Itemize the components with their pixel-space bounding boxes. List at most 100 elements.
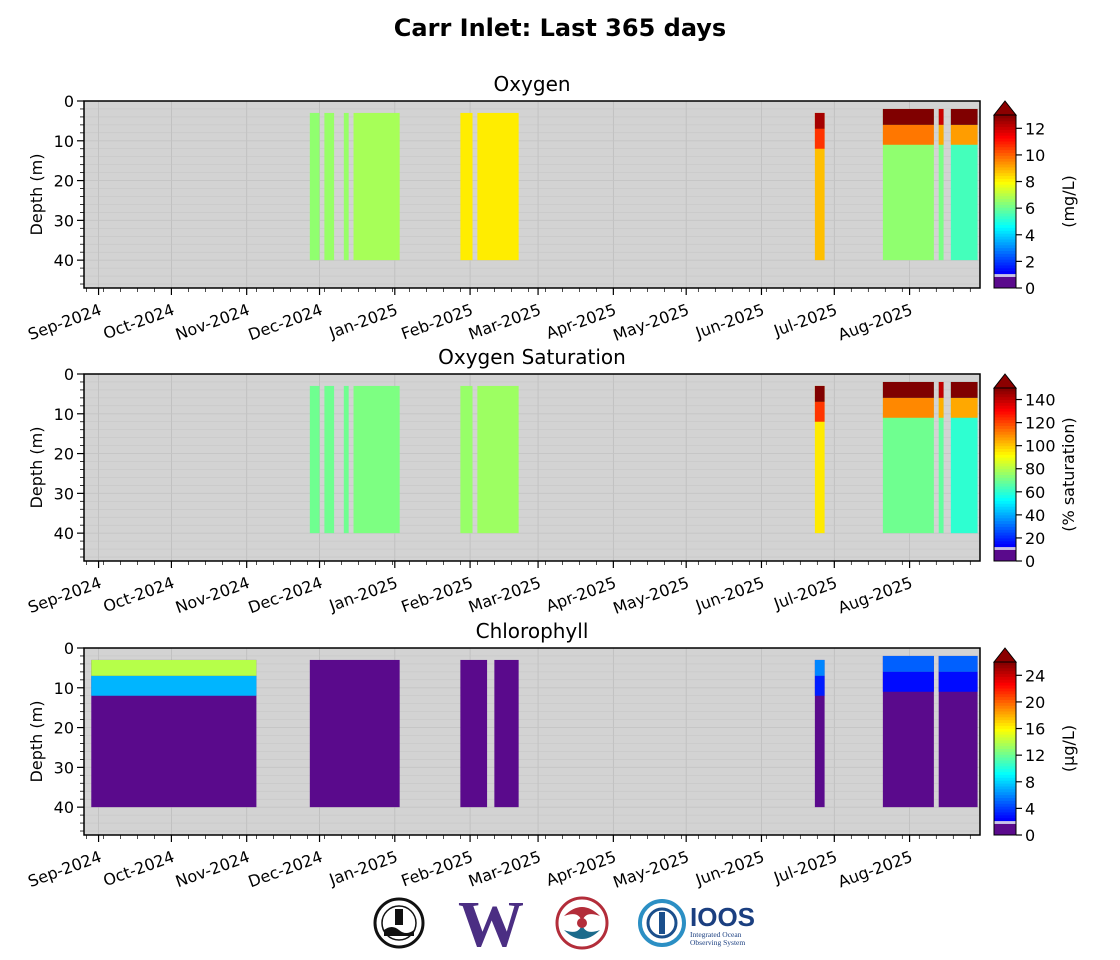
colorbar-segment xyxy=(994,226,1016,231)
colorbar-segment xyxy=(994,244,1016,249)
logo-strip: W IOOS Integrated Ocean Observing System xyxy=(373,892,755,954)
x-tick-label: Feb-2025 xyxy=(399,573,476,616)
x-tick-label: Aug-2025 xyxy=(835,847,915,891)
y-tick-label: 0 xyxy=(64,639,74,658)
colorbar-segment xyxy=(994,160,1016,165)
colorbar-segment xyxy=(994,180,1016,185)
colorbar-segment xyxy=(994,465,1016,470)
colorbar-segment xyxy=(994,670,1016,675)
y-tick-label: 20 xyxy=(54,445,74,464)
profile-bar xyxy=(343,112,349,261)
y-tick-label: 10 xyxy=(54,405,74,424)
x-tick-label: Aug-2025 xyxy=(835,573,915,617)
colorbar-segment xyxy=(994,459,1016,464)
x-tick-label: Feb-2025 xyxy=(399,300,476,343)
ioos-logo: IOOS Integrated Ocean Observing System xyxy=(638,899,755,947)
colorbar-segment xyxy=(994,247,1016,252)
colorbar-segment xyxy=(994,450,1016,455)
colorbar-segment xyxy=(994,273,1016,277)
colorbar-segment xyxy=(994,267,1016,272)
profile-mid-layer xyxy=(938,124,944,145)
profile-surface-layer xyxy=(950,381,978,398)
colorbar-segment xyxy=(994,215,1016,220)
colorbar-segment xyxy=(994,163,1016,168)
colorbar-segment xyxy=(994,264,1016,269)
colorbar-tick-label: 40 xyxy=(1025,506,1045,525)
colorbar-segment xyxy=(994,433,1016,438)
y-tick-label: 0 xyxy=(64,365,74,384)
plot-area xyxy=(84,374,980,561)
colorbar-segment xyxy=(994,456,1016,461)
colorbar-segment xyxy=(994,453,1016,458)
nanoos-seal-logo xyxy=(373,897,425,949)
colorbar-segment xyxy=(994,528,1016,533)
colorbar-segment xyxy=(994,241,1016,246)
colorbar-segment xyxy=(994,765,1016,770)
colorbar-segment xyxy=(994,439,1016,444)
colorbar-tick-label: 6 xyxy=(1025,199,1035,218)
colorbar-segment xyxy=(994,166,1016,171)
colorbar-extend-arrow xyxy=(992,647,1018,663)
colorbar-segment xyxy=(994,482,1016,487)
colorbar-segment xyxy=(994,399,1016,403)
colorbar-tick-label: 24 xyxy=(1025,666,1045,685)
x-tick-label: Jun-2025 xyxy=(692,573,767,616)
colorbar-segment xyxy=(994,151,1016,156)
colorbar-segment xyxy=(994,704,1016,709)
x-tick-label: Apr-2025 xyxy=(543,573,618,616)
x-tick-label: Apr-2025 xyxy=(543,847,618,890)
colorbar-segment xyxy=(994,710,1016,715)
colorbar-segment xyxy=(994,698,1016,703)
profile-surface-layer xyxy=(882,108,934,125)
colorbar-segment xyxy=(994,154,1016,159)
colorbar-segment xyxy=(994,424,1016,429)
colorbar-frame xyxy=(993,661,1017,836)
y-tick-label: 0 xyxy=(64,92,74,111)
x-tick-label: Jun-2025 xyxy=(692,300,767,343)
colorbar-segment xyxy=(994,485,1016,490)
colorbar-segment xyxy=(994,719,1016,724)
x-tick-label: Dec-2024 xyxy=(246,300,325,344)
colorbar-segment xyxy=(994,468,1016,473)
colorbar-segment xyxy=(994,258,1016,263)
colorbar-segment xyxy=(994,716,1016,721)
colorbar-label: (μg/L) xyxy=(1059,725,1078,772)
colorbar-segment xyxy=(994,117,1016,122)
profile-bar xyxy=(477,385,519,534)
colorbar-label: (% saturation) xyxy=(1059,417,1078,531)
profile-mid-layer xyxy=(814,675,825,696)
colorbar-segment xyxy=(994,696,1016,700)
colorbar-segment xyxy=(994,511,1016,516)
colorbar-segment xyxy=(994,820,1016,824)
profile-bar xyxy=(460,385,473,534)
colorbar-segment xyxy=(994,664,1016,669)
axes-frame xyxy=(83,647,981,836)
y-tick-label: 40 xyxy=(54,798,74,817)
colorbar-segment xyxy=(994,701,1016,706)
colorbar-segment xyxy=(994,548,1016,553)
colorbar-segment xyxy=(994,387,1016,392)
colorbar-segment xyxy=(994,831,1016,836)
x-tick-label: Jun-2025 xyxy=(692,847,767,890)
profile-surface-layer xyxy=(814,112,825,129)
colorbar-segment xyxy=(994,218,1016,223)
colorbar-label: (mg/L) xyxy=(1059,175,1078,228)
profile-bar xyxy=(814,659,825,808)
colorbar-segment xyxy=(994,794,1016,799)
colorbar-segment xyxy=(994,540,1016,545)
x-tick-label: Oct-2024 xyxy=(101,573,177,616)
colorbar-segment xyxy=(994,748,1016,752)
colorbar-segment xyxy=(994,534,1016,539)
profile-surface-layer xyxy=(814,385,825,402)
colorbar-segment xyxy=(994,779,1016,784)
x-tick-label: Mar-2025 xyxy=(466,573,544,617)
profile-surface-layer xyxy=(91,659,257,676)
panel-title: Chlorophyll xyxy=(476,619,589,643)
colorbar-segment xyxy=(994,707,1016,712)
colorbar-segment xyxy=(994,195,1016,200)
colorbar-segment xyxy=(994,730,1016,735)
colorbar-segment xyxy=(994,203,1016,208)
colorbar-segment xyxy=(994,212,1016,217)
